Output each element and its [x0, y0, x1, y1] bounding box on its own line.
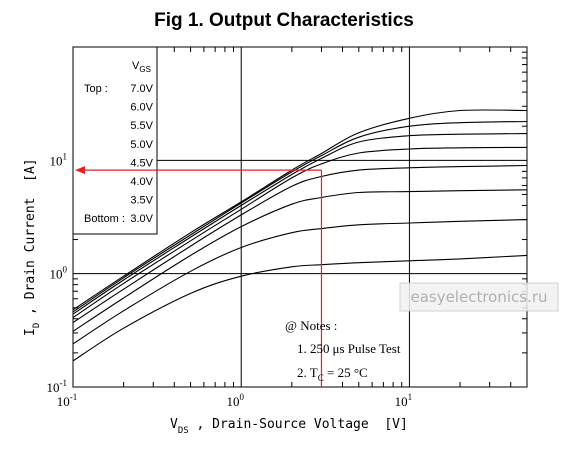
series-5.5V: [72, 133, 528, 315]
x-tick-labels: 10-1 100 101: [57, 392, 412, 409]
watermark-box: [399, 282, 559, 312]
legend: VGS Top : 7.0V 6.0V 5.5V 5.0V 4.5V 4.0V 3.5V Bot…: [72, 46, 158, 235]
y-tick-label: 10-1: [47, 378, 68, 395]
x-axis-label: VDS , Drain-Source Voltage [V]: [170, 417, 408, 436]
y-tick-labels: 10-1 100 101: [47, 151, 68, 395]
legend-row-value: 5.5V: [130, 120, 153, 132]
series-7.0V: [72, 109, 528, 311]
legend-row-value: 6.0V: [130, 102, 153, 114]
y-tick-label: 100: [50, 265, 68, 282]
y-axis-label: ID , Drain Current [A]: [23, 158, 42, 336]
reading-markers: [75, 166, 323, 387]
series-4.5V: [72, 164, 528, 324]
x-tick-label: 101: [395, 392, 413, 409]
notes-header: @ Notes :: [285, 318, 337, 333]
legend-row-prefix: Top :: [84, 83, 108, 95]
legend-row-value: 5.0V: [130, 139, 153, 151]
marker-arrowhead: [75, 166, 85, 175]
notes-line-2: 2. TC = 25 °C: [297, 365, 368, 383]
x-tick-label: 10-1: [57, 392, 78, 409]
legend-box: [72, 46, 158, 235]
x-tick-label: 100: [226, 392, 244, 409]
series-4.0V: [72, 189, 528, 332]
legend-row-value: 4.5V: [130, 157, 153, 169]
series-3.5V: [72, 219, 528, 345]
legend-row-value: 3.0V: [130, 213, 153, 225]
legend-row-value: 7.0V: [130, 83, 153, 95]
notes: @ Notes : 1. 250 μs Pulse Test 2. TC = 25…: [285, 318, 401, 383]
curves: [72, 109, 528, 362]
series-6.0V: [72, 120, 528, 313]
chart-title: Fig 1. Output Characteristics: [154, 10, 414, 31]
legend-header: VGS: [132, 60, 151, 74]
legend-row-value: 3.5V: [130, 195, 153, 207]
y-tick-label: 101: [50, 151, 68, 168]
legend-row-prefix: Bottom :: [84, 213, 125, 225]
watermark: easyelectronics.ru: [410, 288, 547, 306]
legend-row-value: 4.0V: [130, 176, 153, 188]
series-3.0V: [72, 254, 528, 362]
notes-line-1: 1. 250 μs Pulse Test: [297, 341, 401, 356]
